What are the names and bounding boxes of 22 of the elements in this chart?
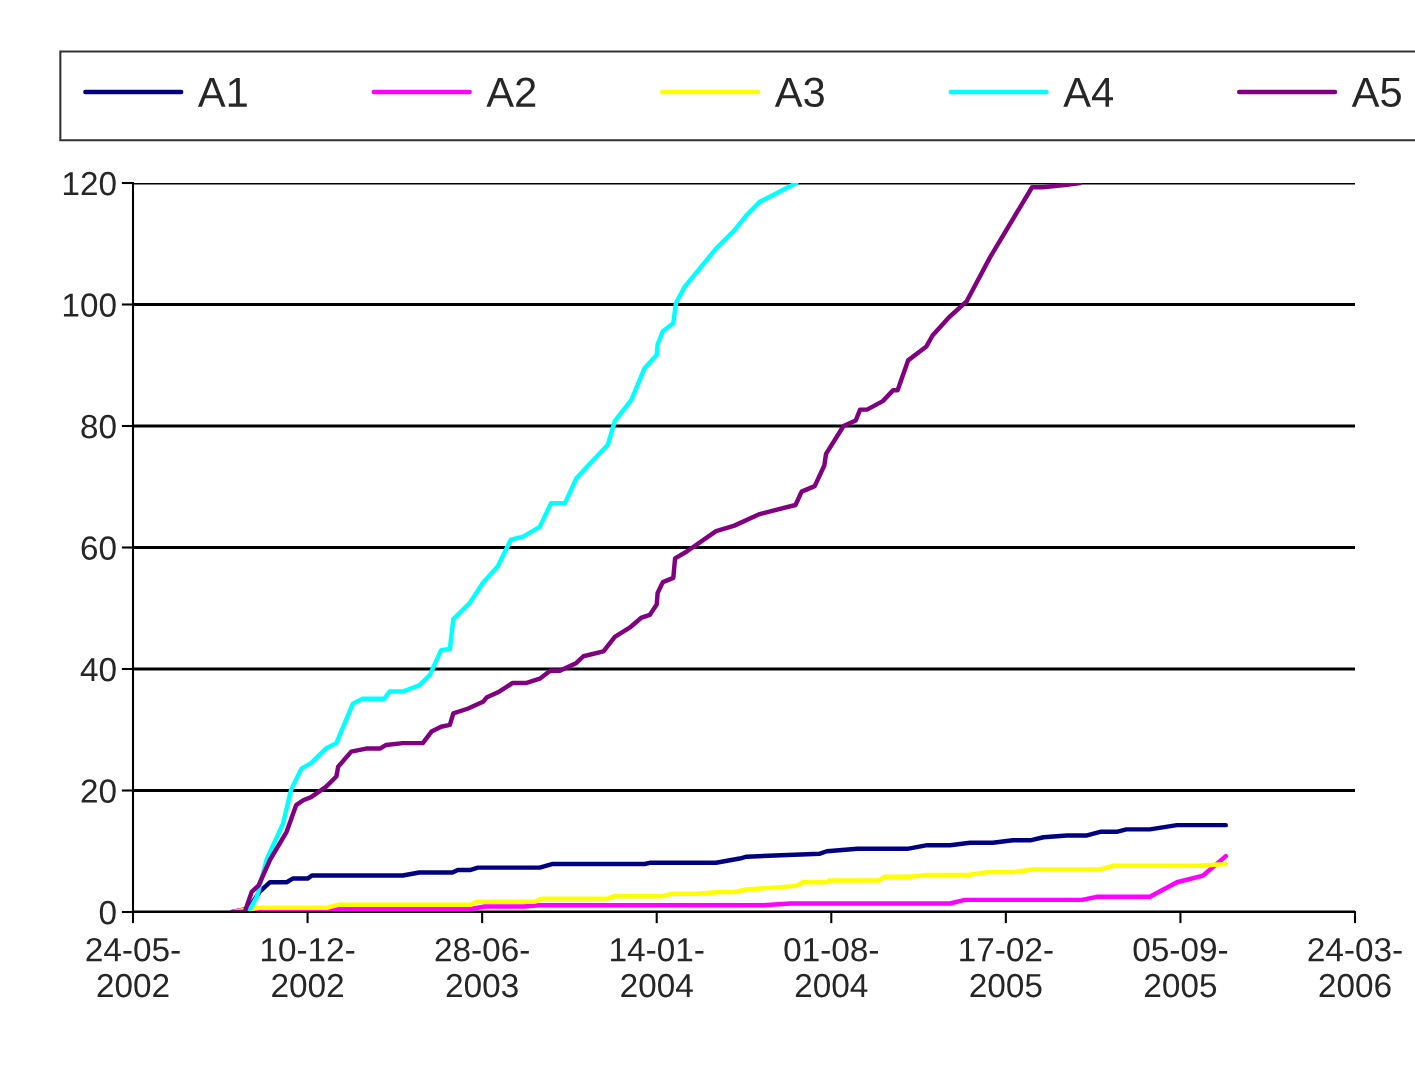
y-tick-label: 40 xyxy=(80,657,116,682)
y-tick-label: 60 xyxy=(81,536,116,560)
x-tick-label: 01-08- 2004 xyxy=(784,937,878,998)
x-tick-label: 05-09- 2005 xyxy=(1133,937,1228,998)
y-tick-label: 120 xyxy=(63,171,116,196)
x-tick-label: 14-01- 2004 xyxy=(611,937,704,998)
y-tick-label: 0 xyxy=(99,900,116,925)
x-tick-label: 28-06- 2003 xyxy=(435,937,529,998)
legend-label: A1 xyxy=(197,77,247,107)
legend-label: A2 xyxy=(486,77,536,107)
x-tick-label: 10-12- 2002 xyxy=(261,937,355,998)
legend-label: A4 xyxy=(1063,77,1113,107)
y-tick-label: 80 xyxy=(81,414,116,439)
legend-label: A5 xyxy=(1351,77,1401,108)
line-series xyxy=(246,183,799,912)
legend-label: A3 xyxy=(774,77,824,108)
line-series xyxy=(229,183,1083,912)
y-tick-label: 20 xyxy=(81,779,116,803)
x-tick-label: 24-05- 2002 xyxy=(86,937,180,998)
x-tick-label: 17-02- 2005 xyxy=(960,937,1053,998)
x-tick-label: 24-03- 2006 xyxy=(1308,937,1402,998)
y-tick-label: 100 xyxy=(63,293,116,317)
